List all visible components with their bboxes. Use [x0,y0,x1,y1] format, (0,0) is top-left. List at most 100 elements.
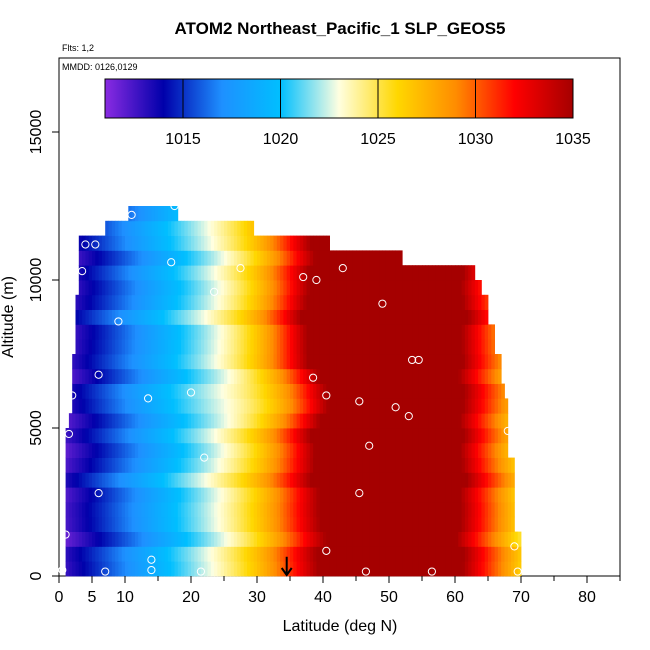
heatmap-cell [418,309,423,325]
heatmap-cell [177,383,182,399]
colorbar-tick-label: 1020 [263,131,299,148]
heatmap-cell [227,235,231,251]
heatmap-cell [118,265,123,281]
heatmap-cell [154,294,159,310]
heatmap-cell [144,546,149,562]
heatmap-cell [161,487,165,503]
heatmap-cell [451,561,456,577]
heatmap-cell [88,457,93,473]
heatmap-cell [362,457,367,473]
heatmap-cell [412,265,416,281]
heatmap-cell [144,413,149,429]
heatmap-cell [303,561,307,577]
heatmap-cell [293,487,297,503]
observation-point [58,565,67,575]
heatmap-cell [356,280,360,296]
heatmap-cell [372,339,377,355]
colorbar-tick-label: 1015 [165,131,201,148]
heatmap-cell [332,368,337,384]
heatmap-cell [88,561,93,577]
heatmap-cell [428,280,433,296]
heatmap-cell [98,502,103,518]
heatmap-cell [92,309,96,325]
heatmap-cell [283,398,288,414]
heatmap-cell [260,516,264,532]
heatmap-cell [191,398,195,414]
heatmap-cell [478,398,482,414]
heatmap-cell [468,531,472,547]
heatmap-cell [171,428,175,444]
heatmap-cell [283,487,288,503]
heatmap-cell [339,265,344,281]
heatmap-cell [134,413,139,429]
heatmap-cell [82,457,86,473]
heatmap-cell [422,442,426,458]
heatmap-cell [365,265,370,281]
heatmap-cell [118,280,123,296]
heatmap-cell [171,280,175,296]
heatmap-cell [342,265,347,281]
heatmap-cell [148,324,152,340]
heatmap-cell [85,546,90,562]
heatmap-cell [280,235,284,251]
heatmap-cell [144,472,149,488]
heatmap-cell [478,383,482,399]
heatmap-cell [484,502,489,518]
heatmap-cell [88,265,93,281]
heatmap-cell [395,442,400,458]
heatmap-cell [141,546,146,562]
heatmap-cell [243,413,248,429]
heatmap-cell [85,398,90,414]
heatmap-cell [369,502,373,518]
heatmap-cell [342,354,347,370]
heatmap-cell [151,280,156,296]
heatmap-cell [257,398,261,414]
heatmap-cell [98,250,103,266]
heatmap-cell [121,413,126,429]
heatmap-cell [171,487,175,503]
heatmap-cell [296,502,301,518]
heatmap-cell [111,339,116,355]
heatmap-cell [313,265,317,281]
heatmap-cell [164,220,169,236]
heatmap-cell [488,428,492,444]
heatmap-cell [167,250,172,266]
heatmap-cell [359,354,363,370]
heatmap-cell [389,383,393,399]
heatmap-cell [151,502,156,518]
heatmap-cell [313,354,317,370]
heatmap-cell [141,368,146,384]
heatmap-cell [121,561,126,577]
heatmap-cell [280,516,284,532]
heatmap-cell [428,339,433,355]
heatmap-cell [323,516,327,532]
heatmap-cell [372,457,377,473]
heatmap-cell [101,324,106,340]
heatmap-cell [293,324,297,340]
heatmap-cell [204,235,208,251]
heatmap-cell [441,472,446,488]
heatmap-cell [177,516,182,532]
heatmap-cell [323,339,327,355]
heatmap-cell [276,265,281,281]
heatmap-cell [111,398,116,414]
heatmap-cell [95,502,99,518]
heatmap-cell [233,265,238,281]
heatmap-cell [306,413,311,429]
heatmap-cell [445,472,449,488]
heatmap-cell [207,472,212,488]
heatmap-cell [359,398,363,414]
heatmap-cell [217,294,222,310]
heatmap-cell [138,487,142,503]
heatmap-cell [214,546,218,562]
heatmap-cell [158,442,162,458]
heatmap-cell [352,561,357,577]
heatmap-cell [398,472,403,488]
heatmap-cell [418,531,423,547]
heatmap-cell [78,235,83,251]
heatmap-cell [365,428,370,444]
heatmap-cell [263,309,268,325]
heatmap-cell [408,531,413,547]
heatmap-cell [197,398,202,414]
heatmap-cell [224,398,228,414]
